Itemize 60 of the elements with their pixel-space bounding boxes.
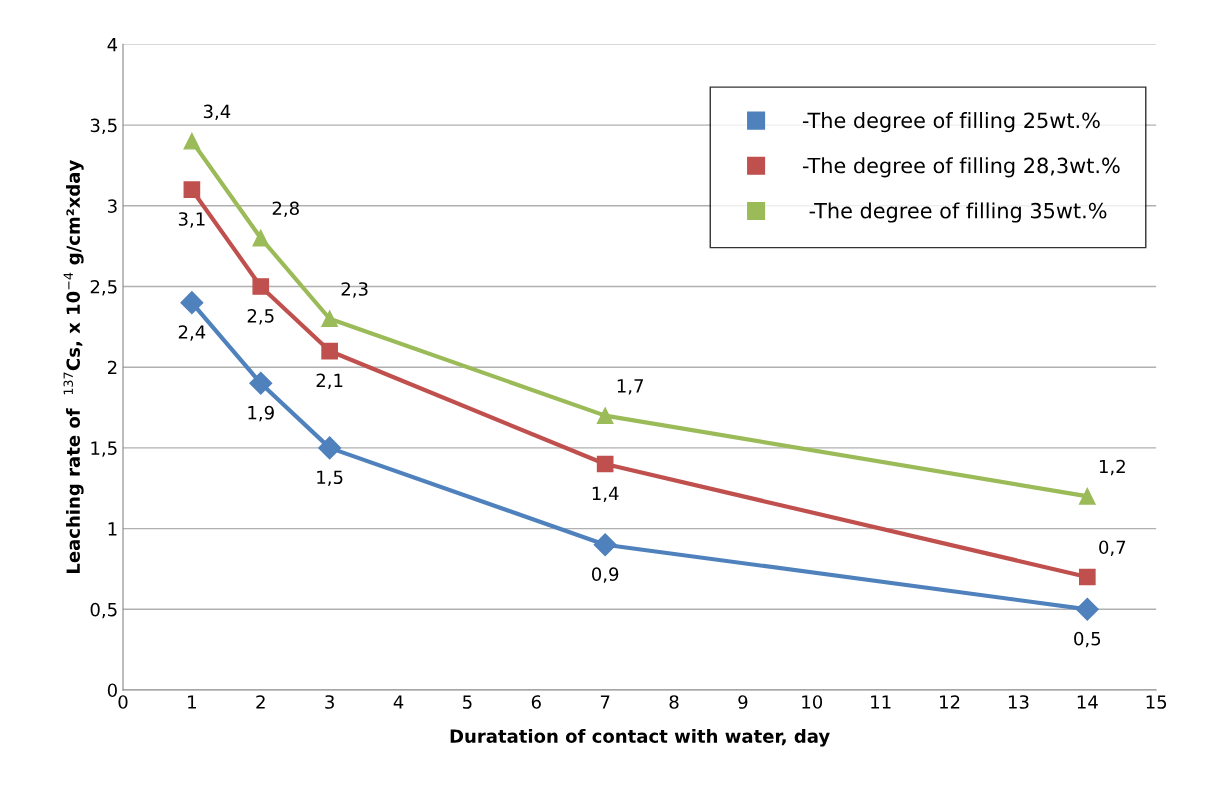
x-tick-label: 6: [531, 695, 541, 709]
point: [321, 310, 338, 328]
point: [183, 132, 201, 150]
data-label: 1,5: [317, 470, 343, 486]
point: [596, 407, 614, 424]
data-label: 1,4: [592, 486, 619, 503]
point: [249, 371, 273, 395]
y-tick-label: 4: [107, 38, 118, 52]
point: [183, 181, 201, 198]
point: [252, 229, 270, 247]
x-tick-label: 5: [463, 695, 472, 709]
point: [593, 533, 617, 557]
y-tick-label: 2,5: [90, 279, 117, 296]
data-label: 2,5: [247, 309, 274, 325]
x-tick-label: 3: [325, 695, 334, 709]
x-axis-title: Duratation of contact with water, day: [450, 728, 830, 747]
data-label: 0,5: [1074, 631, 1101, 648]
x-tick-label: 9: [738, 695, 748, 709]
y-tick-label: 0,5: [90, 602, 117, 619]
y-tick-label: 3,5: [90, 118, 117, 135]
x-tick-label: 4: [393, 695, 404, 709]
y-tick-label: 1: [108, 522, 117, 536]
point: [321, 342, 338, 360]
x-tick-label: 10: [802, 695, 823, 709]
x-tick-label: 13: [1008, 695, 1029, 709]
x-tick-label: 8: [669, 695, 679, 709]
legend-label: -The degree of filling 35wt.%: [809, 202, 1107, 223]
x-tick-label: 12: [940, 695, 960, 709]
data-label: 3,1: [178, 212, 205, 228]
y-axis-title: Leaching rate of $^{137}$Cs, x 10$^{−4}$ g/cm²xday: [63, 160, 84, 573]
point: [252, 278, 270, 295]
data-label: 0,7: [1099, 540, 1126, 556]
y-tick-label: 3: [108, 199, 117, 213]
y-tick-label: 2: [107, 360, 117, 375]
x-tick-label: 7: [600, 695, 610, 709]
data-label: 2,4: [178, 325, 206, 341]
point: [596, 455, 614, 473]
point: [180, 291, 204, 315]
data-label: 0,9: [591, 567, 619, 583]
data-label: 1,7: [617, 379, 643, 395]
data-label: 1,2: [1099, 459, 1125, 476]
data-label: 1,9: [248, 405, 274, 422]
x-tick-label: 11: [871, 695, 891, 709]
x-tick-label: 15: [1146, 695, 1167, 709]
data-label: 2,8: [272, 201, 299, 217]
point: [1075, 597, 1099, 621]
legend-label: -The degree of filling 25wt.%: [802, 112, 1100, 133]
y-tick-label: 1,5: [91, 441, 117, 457]
point: [1078, 568, 1096, 586]
x-tick-label: 14: [1077, 695, 1098, 709]
data-label: 2,1: [316, 373, 343, 390]
x-tick-label: 0: [118, 695, 128, 709]
point: [318, 436, 342, 460]
legend-label: -The degree of filling 28,3wt.%: [802, 157, 1120, 178]
y-tick-label: 0: [107, 683, 117, 698]
data-label: 3,4: [203, 104, 231, 121]
x-tick-label: 2: [256, 695, 265, 709]
data-label: 2,3: [341, 282, 368, 298]
x-tick-label: 1: [188, 695, 196, 709]
point: [1078, 487, 1096, 505]
